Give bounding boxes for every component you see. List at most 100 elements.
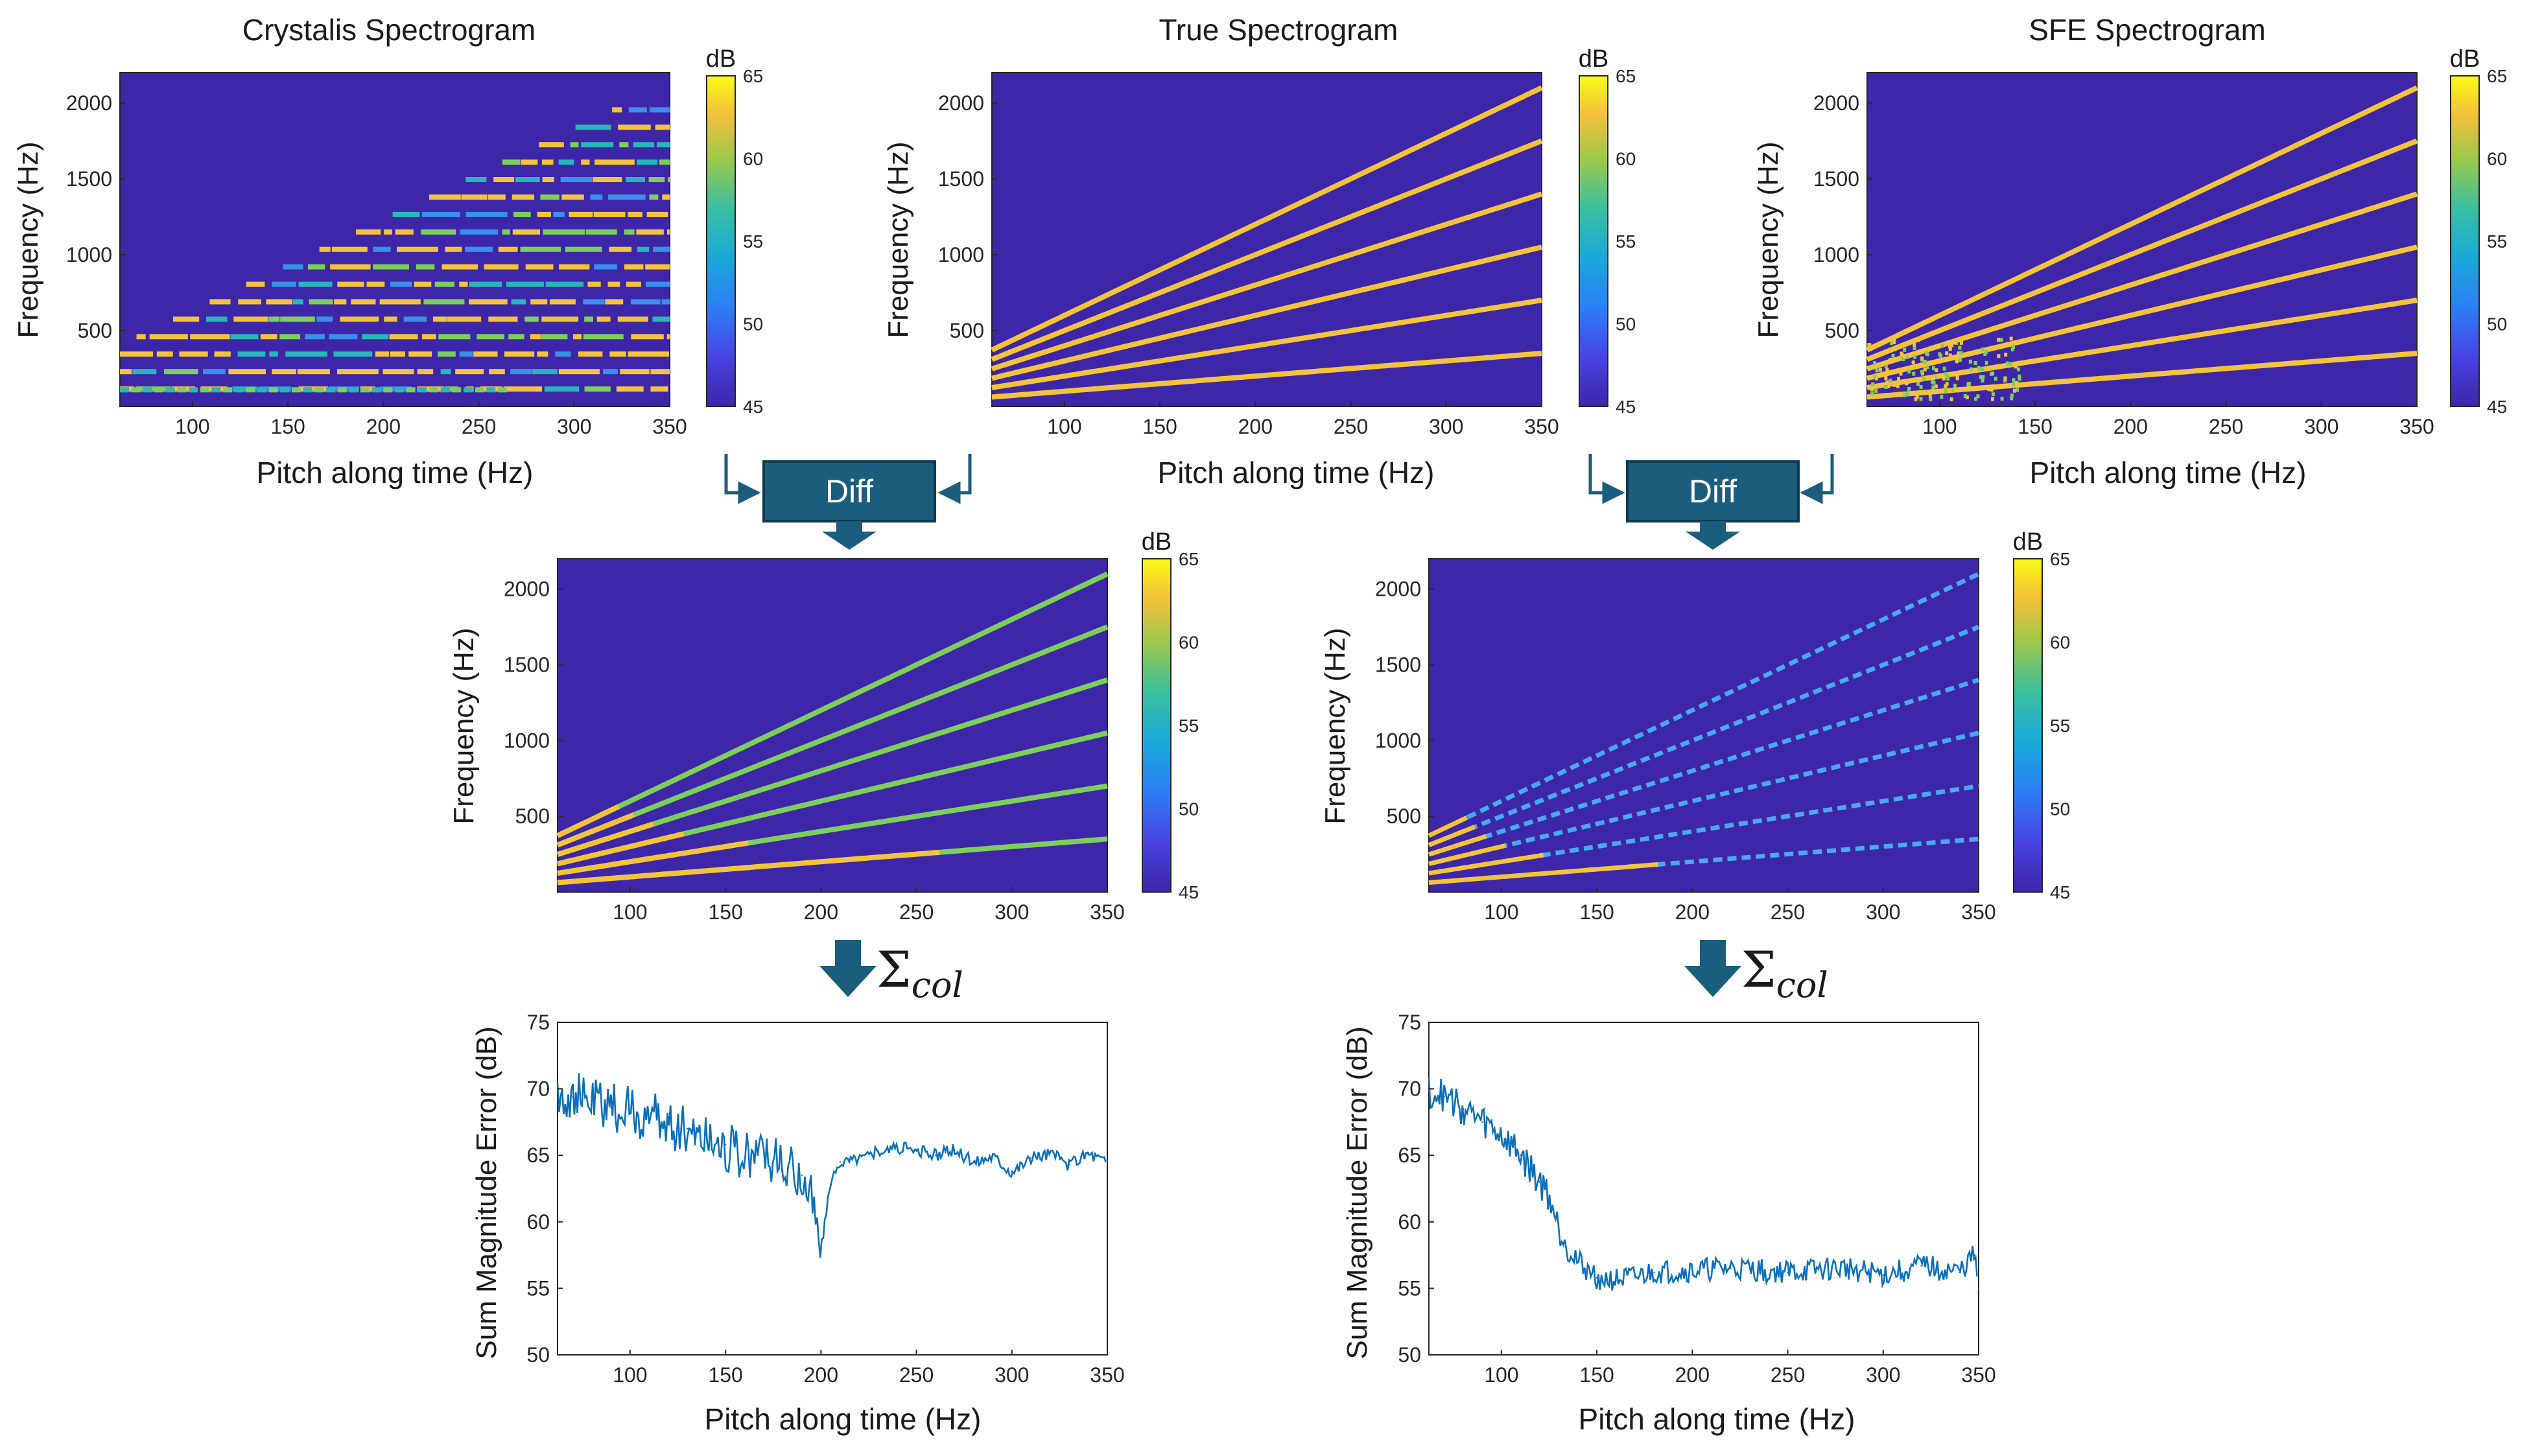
- noise-speck: [1892, 340, 1896, 344]
- band-segment: [498, 246, 518, 252]
- band-segment: [469, 281, 502, 287]
- band-segment: [237, 351, 266, 357]
- error-point: [1443, 1096, 1445, 1098]
- error-point: [810, 1194, 812, 1197]
- y-tick-label: 1000: [1375, 729, 1421, 752]
- diff-crystalis-y-label: Frequency (Hz): [448, 628, 480, 824]
- x-tick-label: 100: [1922, 415, 1957, 438]
- error-point: [782, 1170, 784, 1173]
- sfe-title: SFE Spectrogram: [2029, 13, 2266, 47]
- noise-speck: [1976, 394, 1980, 399]
- band-segment: [246, 387, 255, 393]
- noise-speck: [1922, 360, 1926, 364]
- colorbar-tick: 50: [743, 314, 763, 335]
- x-tick-label: 150: [1579, 1363, 1614, 1387]
- band-segment: [314, 387, 324, 393]
- band-segment: [633, 142, 655, 148]
- band-segment: [542, 177, 554, 182]
- x-tick-label: 150: [2018, 415, 2052, 438]
- band-segment: [206, 316, 228, 322]
- y-tick-label: 500: [1387, 804, 1421, 828]
- band-segment: [616, 386, 644, 392]
- noise-speck: [2012, 345, 2015, 349]
- band-segment: [544, 386, 580, 392]
- noise-speck: [1958, 346, 1962, 350]
- crystalis-title: Crystalis Spectrogram: [242, 13, 536, 47]
- band-segment: [173, 316, 200, 322]
- noise-speck: [1950, 343, 1954, 347]
- diff-left-box: [762, 460, 936, 523]
- colorbar-label: dB: [1142, 528, 1171, 556]
- band-segment: [578, 351, 603, 357]
- error-point: [820, 1247, 822, 1250]
- colorbar-gradient: [2013, 558, 2043, 893]
- noise-speck: [1931, 380, 1934, 384]
- y-tick-label: 75: [1398, 1011, 1421, 1034]
- harmonic-4: [1428, 677, 1980, 857]
- band-segment: [646, 211, 668, 217]
- band-segment: [379, 299, 421, 305]
- noise-speck: [1873, 394, 1877, 399]
- band-segment: [515, 177, 540, 182]
- band-segment: [667, 229, 670, 235]
- band-segment: [447, 316, 482, 322]
- colorbar-tick: 45: [1179, 882, 1199, 902]
- diff-left-down-arrow: [822, 521, 877, 550]
- noise-speck: [1890, 341, 1893, 345]
- band-segment: [609, 351, 626, 357]
- x-tick-label: 250: [899, 900, 934, 924]
- band-segment: [668, 177, 670, 182]
- band-segment: [650, 369, 670, 375]
- band-segment: [662, 194, 670, 200]
- band-segment: [504, 351, 535, 357]
- noise-speck: [1905, 355, 1909, 360]
- band-segment: [179, 351, 208, 357]
- diff-crystalis-harmonics: [556, 571, 1109, 886]
- error-point: [1959, 1271, 1960, 1274]
- error-point: [610, 1107, 612, 1109]
- band-segment: [608, 194, 646, 200]
- error-point: [591, 1101, 593, 1103]
- colorbar-gradient: [1142, 558, 1171, 893]
- y-tick-label: 1500: [504, 653, 550, 677]
- band-segment: [156, 351, 173, 357]
- colorbar-tick: 55: [1616, 231, 1636, 252]
- noise-speck: [1932, 366, 1935, 371]
- band-segment: [521, 159, 538, 165]
- error-point: [667, 1122, 670, 1125]
- noise-speck: [1885, 368, 1889, 372]
- band-segment: [135, 386, 172, 392]
- error-point: [896, 1146, 899, 1149]
- band-segment: [511, 299, 526, 305]
- harmonic-strong-5: [556, 812, 635, 848]
- y-tick-label: 70: [526, 1077, 550, 1101]
- band-segment: [268, 387, 278, 393]
- noise-speck: [1983, 352, 1987, 356]
- band-segment: [587, 281, 601, 287]
- x-tick-label: 300: [1866, 900, 1900, 924]
- noise-speck: [1923, 367, 1927, 371]
- band-segment: [655, 124, 670, 130]
- y-tick-label: 500: [515, 804, 550, 828]
- error-point: [1011, 1170, 1013, 1173]
- band-segment: [351, 299, 376, 305]
- noise-speck: [1977, 366, 1981, 370]
- noise-speck: [2016, 367, 2020, 371]
- band-segment: [555, 351, 571, 357]
- colorbar-label: dB: [2450, 45, 2480, 73]
- noise-speck: [1903, 347, 1907, 352]
- error-point: [1558, 1227, 1560, 1230]
- band-segment: [331, 246, 368, 252]
- band-segment: [626, 281, 641, 287]
- band-segment: [416, 264, 435, 270]
- colorbar-tick: 65: [2050, 549, 2070, 569]
- band-segment: [298, 386, 328, 392]
- x-tick-label: 250: [1334, 415, 1368, 438]
- band-segment: [484, 264, 519, 270]
- noise-speck: [1878, 341, 1881, 346]
- harmonic-6: [1428, 572, 1980, 838]
- noise-speck: [1873, 375, 1877, 379]
- band-segment: [473, 351, 498, 357]
- band-segment: [414, 281, 432, 287]
- error-crystalis-panel: 100 150 200 250 300 350 50 55 60 65 70 75 Pitch al…: [471, 1011, 1125, 1436]
